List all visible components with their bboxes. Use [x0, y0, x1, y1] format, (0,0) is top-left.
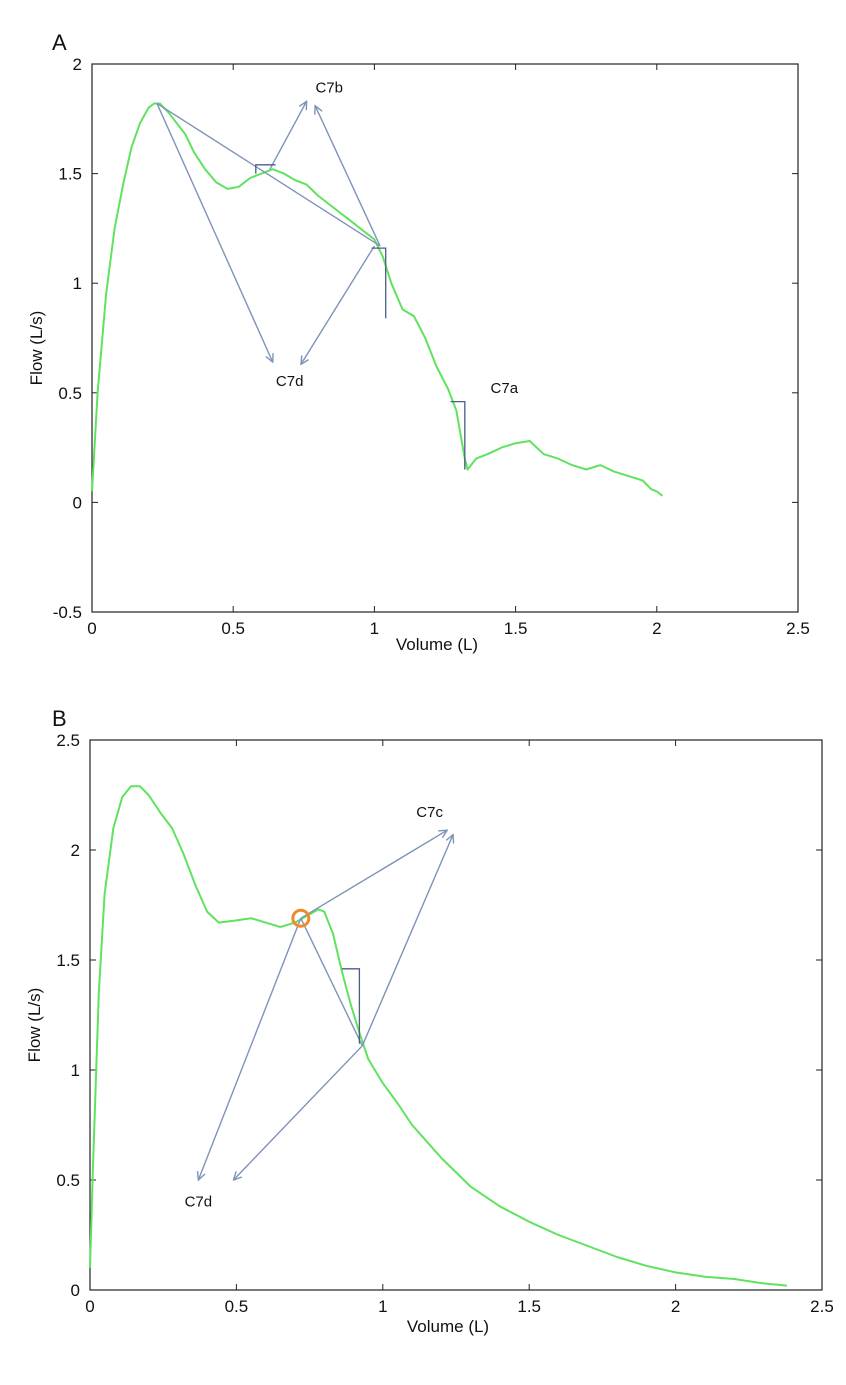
y-tick-label: 2.5 [56, 731, 80, 750]
x-tick-label: 1.5 [504, 619, 528, 638]
plot-frame [89, 739, 823, 1291]
y-tick-label: -0.5 [53, 603, 82, 622]
annotation-arrow [361, 835, 453, 1047]
annotation-bracket [450, 400, 466, 470]
x-axis-label: Volume (L) [396, 635, 478, 654]
panel-b: B 0 0.5 1 1.5 2 2.5 0 0.5 1 1.5 2 2.5 Volume (L) Flow … [25, 706, 834, 1336]
y-tick-label: 0 [71, 1281, 80, 1300]
annotation-c7d: C7d [185, 1193, 213, 1210]
annotation-arrow [269, 101, 307, 170]
annotation-segment [156, 102, 381, 247]
annotation-bracket [371, 247, 387, 319]
panel-label: A [52, 30, 67, 55]
y-tick-label: 1.5 [56, 951, 80, 970]
annotation-bracket [341, 968, 361, 1044]
y-tick-label: 0.5 [56, 1171, 80, 1190]
panel-label: B [52, 706, 67, 731]
x-tick-label: 0.5 [221, 619, 245, 638]
y-tick-label: 0.5 [58, 384, 82, 403]
x-tick-label: 0 [85, 1297, 94, 1316]
y-tick-label: 1 [73, 274, 82, 293]
annotation-arrow [156, 103, 273, 362]
annotation-c7c: C7c [416, 804, 443, 821]
flow-volume-curve [89, 785, 787, 1287]
x-tick-label: 2 [671, 1297, 680, 1316]
annotation-bracket [255, 164, 276, 174]
y-tick-label: 1 [71, 1061, 80, 1080]
x-axis-label: Volume (L) [407, 1317, 489, 1336]
y-tick-label: 2 [73, 55, 82, 74]
annotation-arrow [301, 245, 375, 364]
x-tick-label: 1.5 [517, 1297, 541, 1316]
highlight-circle-marker [291, 908, 311, 928]
annotation-arrow [300, 830, 447, 919]
annotation-arrow [315, 106, 381, 247]
y-axis-label: Flow (L/s) [27, 311, 46, 386]
y-tick-label: 0 [73, 493, 82, 512]
x-tick-label: 1 [370, 619, 379, 638]
y-axis-label: Flow (L/s) [25, 988, 44, 1063]
annotation-c7a: C7a [491, 380, 519, 397]
plot-frame [91, 63, 799, 613]
annotation-arrow [198, 917, 302, 1180]
x-tick-label: 2 [652, 619, 661, 638]
x-tick-label: 1 [378, 1297, 387, 1316]
annotation-c7d: C7d [276, 373, 304, 390]
panel-a: A 0 0.5 1 1.5 2 2.5 -0.5 0 0.5 1 1.5 2 Volume (L) Flow… [27, 30, 810, 654]
annotation-c7b: C7b [315, 79, 343, 96]
y-tick-label: 1.5 [58, 165, 82, 184]
flow-volume-curve [91, 102, 664, 497]
annotation-arrow [233, 1045, 363, 1180]
x-tick-label: 0.5 [225, 1297, 249, 1316]
y-tick-label: 2 [71, 841, 80, 860]
x-tick-label: 2.5 [786, 619, 810, 638]
x-tick-label: 0 [87, 619, 96, 638]
x-tick-label: 2.5 [810, 1297, 834, 1316]
annotation-segment [300, 917, 363, 1047]
